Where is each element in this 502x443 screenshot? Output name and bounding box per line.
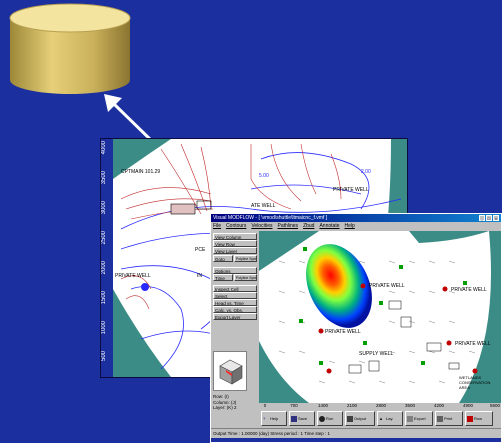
run-button[interactable]: Run bbox=[317, 411, 343, 426]
polyline-spot-button[interactable]: Polyline Spot bbox=[234, 255, 257, 262]
help-button[interactable]: ? Help bbox=[261, 411, 287, 426]
menu-bar: File Contours Velocities Pathlines Zbud … bbox=[211, 222, 501, 230]
menu-zbud[interactable]: Zbud bbox=[303, 223, 315, 229]
taskbar-strip bbox=[211, 438, 501, 442]
view-row-button[interactable]: View Row bbox=[213, 240, 257, 247]
time-button[interactable]: Time bbox=[213, 274, 233, 281]
row-value: (I) bbox=[224, 394, 229, 399]
map-label: 5.00 bbox=[259, 173, 269, 179]
save-button[interactable]: Save bbox=[289, 411, 315, 426]
row-label: Row: bbox=[213, 394, 224, 399]
arrow-icon bbox=[104, 94, 157, 146]
side-panel: View Column View Row View Layer Goto Pol… bbox=[211, 231, 259, 424]
export-icon bbox=[407, 415, 413, 422]
polyline-spot-button-2[interactable]: Polyline Spot bbox=[234, 274, 257, 281]
options-button[interactable]: Options bbox=[213, 267, 257, 274]
column-value: (J) bbox=[231, 399, 237, 405]
map-label: PRIVATE WELL bbox=[325, 329, 361, 335]
calc-vs-obs-button[interactable]: Calc. vs. Obs. bbox=[213, 306, 257, 313]
print-button[interactable]: Print bbox=[435, 411, 463, 426]
toolbar: ? Help Save Run Output ▲ Lay. Export Print… bbox=[259, 409, 501, 428]
map-label: CPTMAIN 101.29 bbox=[121, 169, 161, 175]
map-label: 2.00 bbox=[361, 169, 371, 175]
model-map-canvas bbox=[259, 231, 501, 403]
cube-icon bbox=[219, 359, 243, 385]
status-bar: Output Time : 1.00000 (day) Stress perio… bbox=[211, 428, 501, 438]
x-tick: 4900 bbox=[462, 403, 474, 408]
database-cylinder-icon bbox=[9, 3, 131, 94]
menu-contours[interactable]: Contours bbox=[226, 223, 247, 229]
map-label: PRIVATE WELL bbox=[455, 341, 491, 347]
layer-number: 2 bbox=[234, 405, 237, 410]
title-bar[interactable]: Visual MODFLOW - [ \vmod\shuttle\ltmaicn… bbox=[211, 214, 501, 222]
layer-value: (K) bbox=[226, 405, 233, 410]
map-label: WETLANDS CONSERVATION AREA bbox=[459, 375, 491, 390]
grid-cube-view bbox=[213, 351, 247, 391]
model-map[interactable]: PRIVATE WELL PRIVATE WELL PRIVATE WELL P… bbox=[259, 231, 501, 403]
coord-readout: Row: (I) Column: (J) Layer: (K) 2 bbox=[213, 394, 237, 411]
row-button[interactable]: Row bbox=[465, 411, 493, 426]
modflow-window: Visual MODFLOW - [ \vmod\shuttle\ltmaicn… bbox=[210, 213, 502, 443]
minimize-button[interactable]: _ bbox=[479, 215, 485, 221]
run-icon bbox=[319, 415, 325, 422]
x-tick: 5600 bbox=[489, 403, 501, 408]
layer-button[interactable]: ▲ Lay. bbox=[377, 411, 403, 426]
menu-pathlines[interactable]: Pathlines bbox=[277, 223, 299, 229]
x-tick: 2800 bbox=[375, 403, 387, 408]
x-tick: 1400 bbox=[317, 403, 329, 408]
map-label: PRIVATE WELL bbox=[115, 273, 151, 279]
x-tick: 0 bbox=[263, 403, 267, 408]
arrow-up-icon: ▲ bbox=[379, 415, 383, 421]
select-button[interactable]: Select bbox=[213, 292, 257, 299]
map-label: PRIVATE WELL bbox=[369, 283, 405, 289]
map-label: PCE bbox=[195, 247, 206, 253]
menu-annotate[interactable]: Annotate bbox=[319, 223, 340, 229]
export-button[interactable]: Export bbox=[405, 411, 433, 426]
export-layer-button[interactable]: Export Layer bbox=[213, 313, 257, 320]
disk-icon bbox=[291, 415, 297, 422]
head-vs-time-button[interactable]: Head vs. Time bbox=[213, 299, 257, 306]
view-column-button[interactable]: View Column bbox=[213, 233, 257, 240]
map-label: IN bbox=[197, 273, 202, 279]
x-tick: 4200 bbox=[433, 403, 445, 408]
y-axis-strip bbox=[101, 139, 113, 377]
maximize-button[interactable]: □ bbox=[486, 215, 492, 221]
menu-help[interactable]: Help bbox=[344, 223, 355, 229]
view-layer-button[interactable]: View Layer bbox=[213, 247, 257, 254]
menu-velocities[interactable]: Velocities bbox=[251, 223, 273, 229]
map-label: PRIVATE WELL bbox=[451, 287, 487, 293]
output-button[interactable]: Output bbox=[345, 411, 375, 426]
x-axis: 0 700 1400 2100 2800 3500 4200 4900 5600 bbox=[259, 403, 501, 409]
window-title: Visual MODFLOW - [ \vmod\shuttle\ltmaicn… bbox=[213, 215, 328, 221]
output-icon bbox=[347, 415, 353, 422]
map-label: PRIVATE WELL bbox=[333, 187, 369, 193]
map-label: ATE WELL bbox=[251, 203, 276, 209]
map-label: SUPPLY WELL bbox=[359, 351, 394, 357]
help-icon: ? bbox=[263, 415, 266, 421]
column-label: Column: bbox=[213, 399, 230, 405]
x-tick: 2100 bbox=[346, 403, 358, 408]
goto-button[interactable]: Goto bbox=[213, 255, 233, 262]
inspect-cell-button[interactable]: Inspect Cell bbox=[213, 285, 257, 292]
printer-icon bbox=[437, 415, 443, 422]
close-button[interactable]: × bbox=[493, 215, 499, 221]
x-tick: 700 bbox=[290, 403, 298, 408]
grid-icon bbox=[467, 415, 473, 422]
x-tick: 3500 bbox=[404, 403, 416, 408]
layer-label: Layer: bbox=[213, 405, 226, 410]
menu-file[interactable]: File bbox=[213, 223, 222, 229]
